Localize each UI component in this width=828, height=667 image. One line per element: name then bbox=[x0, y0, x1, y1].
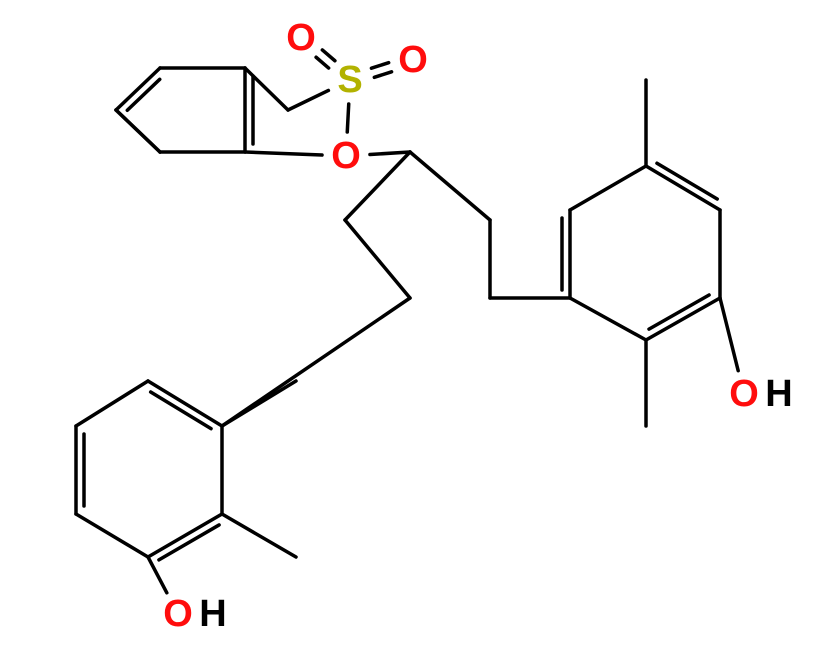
atom-o-label: O bbox=[729, 373, 759, 415]
atom-h-label: H bbox=[765, 373, 792, 415]
atom-h-label: H bbox=[199, 593, 226, 635]
atom-o-label: O bbox=[163, 593, 193, 635]
molecule-diagram: OOOSOHOH bbox=[0, 0, 828, 667]
atom-o-label: O bbox=[398, 39, 428, 81]
atom-s-label: S bbox=[337, 59, 362, 101]
atom-o-label: O bbox=[286, 17, 316, 59]
atom-o-label: O bbox=[331, 135, 361, 177]
